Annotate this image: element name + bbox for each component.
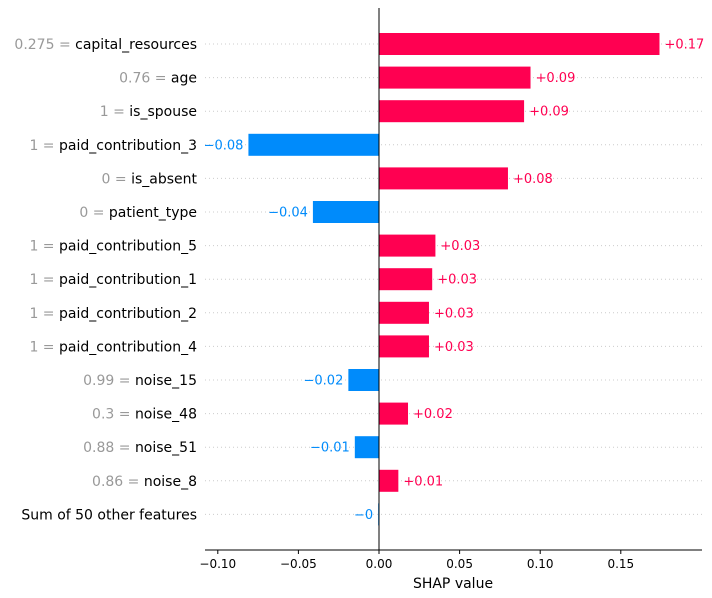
feature-label: 1 = is_spouse xyxy=(100,104,197,120)
bar-noise-8 xyxy=(379,469,399,492)
x-tick-label: 0.05 xyxy=(446,557,473,571)
feature-name: paid_contribution_5 xyxy=(59,239,197,255)
x-tick-label: −0.05 xyxy=(280,557,317,571)
bar-is-absent xyxy=(379,167,508,190)
feature-label: 1 = paid_contribution_4 xyxy=(29,339,197,355)
bar-value-label: −0.01 xyxy=(310,441,350,456)
feature-value: 0 = xyxy=(79,205,109,221)
feature-name: is_absent xyxy=(131,171,197,187)
feature-label: 0.99 = noise_15 xyxy=(83,373,197,389)
bar-paid-contribution-3 xyxy=(248,133,379,156)
feature-label: 1 = paid_contribution_5 xyxy=(29,239,197,255)
bar-age xyxy=(379,66,531,89)
feature-value: 0.275 = xyxy=(14,37,75,53)
feature-name: paid_contribution_4 xyxy=(59,339,197,355)
feature-value: 0.76 = xyxy=(119,71,171,87)
feature-value: 0 = xyxy=(102,171,132,187)
feature-label: 1 = paid_contribution_3 xyxy=(29,138,197,154)
feature-label: 1 = paid_contribution_1 xyxy=(29,272,197,288)
bar-value-label: −0.04 xyxy=(268,206,308,221)
bar-noise-51 xyxy=(354,436,379,459)
bar-value-label: +0.02 xyxy=(413,407,453,422)
feature-labels: 0.275 = capital_resources 0.76 = age 1 = i… xyxy=(14,37,197,523)
feature-label: 0 = patient_type xyxy=(79,205,197,221)
feature-value: 1 = xyxy=(100,104,130,120)
feature-value: 0.86 = xyxy=(92,474,144,490)
feature-name: Sum of 50 other features xyxy=(21,507,197,523)
bar-value-label: +0.03 xyxy=(440,239,480,254)
feature-value: 1 = xyxy=(29,272,59,288)
bar-value-label: +0.03 xyxy=(437,273,477,288)
feature-name: patient_type xyxy=(109,205,197,221)
feature-value: 1 = xyxy=(29,239,59,255)
feature-label: 0.86 = noise_8 xyxy=(92,474,197,490)
feature-name: paid_contribution_1 xyxy=(59,272,197,288)
feature-name: paid_contribution_3 xyxy=(59,138,197,154)
bar-noise-15 xyxy=(348,369,379,391)
x-axis: −0.10 −0.05 0.00 0.05 0.10 0.15 xyxy=(199,8,702,571)
bar-capital-resources xyxy=(379,33,660,55)
bar-paid-contribution-2 xyxy=(379,301,429,324)
feature-label: 0 = is_absent xyxy=(102,171,198,187)
bar-value-label: +0.01 xyxy=(403,474,443,489)
feature-value: 0.88 = xyxy=(83,440,135,456)
feature-name: capital_resources xyxy=(75,37,197,53)
feature-name: noise_8 xyxy=(144,474,197,490)
feature-name: is_spouse xyxy=(129,104,197,120)
bar-paid-contribution-1 xyxy=(379,268,433,291)
bar-value-label: +0.17 xyxy=(664,38,704,53)
bars: +0.17 +0.09 +0.09 −0.08 +0.08 −0.04 +0.03 +0.03… xyxy=(204,33,704,526)
bar-value-label: −0 xyxy=(354,508,373,523)
feature-name: noise_48 xyxy=(135,407,197,423)
feature-value: 1 = xyxy=(29,306,59,322)
feature-name: noise_51 xyxy=(135,440,197,456)
feature-label: 1 = paid_contribution_2 xyxy=(29,306,197,322)
x-tick-label: −0.10 xyxy=(199,557,236,571)
feature-name: noise_15 xyxy=(135,373,197,389)
feature-label: 0.275 = capital_resources xyxy=(14,37,197,53)
x-tick-label: 0.15 xyxy=(607,557,634,571)
bar-value-label: −0.08 xyxy=(204,138,244,153)
bar-value-label: +0.03 xyxy=(434,306,474,321)
bar-value-label: +0.09 xyxy=(529,105,569,120)
bar-paid-contribution-4 xyxy=(379,335,429,358)
feature-name: age xyxy=(171,71,197,87)
bar-value-label: +0.03 xyxy=(434,340,474,355)
bar-value-label: −0.02 xyxy=(304,374,344,389)
feature-value: 1 = xyxy=(29,138,59,154)
feature-name: paid_contribution_2 xyxy=(59,306,197,322)
bar-noise-48 xyxy=(379,402,409,425)
bar-value-label: +0.08 xyxy=(513,172,553,187)
feature-value: 0.3 = xyxy=(92,407,135,423)
feature-label: 0.88 = noise_51 xyxy=(83,440,197,456)
bar-value-label: +0.09 xyxy=(536,71,576,86)
feature-value: 0.99 = xyxy=(83,373,135,389)
x-tick-label: 0.00 xyxy=(366,557,393,571)
bar-patient-type xyxy=(312,201,379,223)
bar-paid-contribution-5 xyxy=(379,234,436,257)
feature-value: 1 = xyxy=(29,339,59,355)
feature-label: 0.76 = age xyxy=(119,71,197,87)
x-tick-label: 0.10 xyxy=(527,557,554,571)
feature-label: Sum of 50 other features xyxy=(21,507,197,523)
x-axis-title: SHAP value xyxy=(413,576,493,592)
bar-is-spouse xyxy=(379,100,525,123)
feature-label: 0.3 = noise_48 xyxy=(92,407,197,423)
